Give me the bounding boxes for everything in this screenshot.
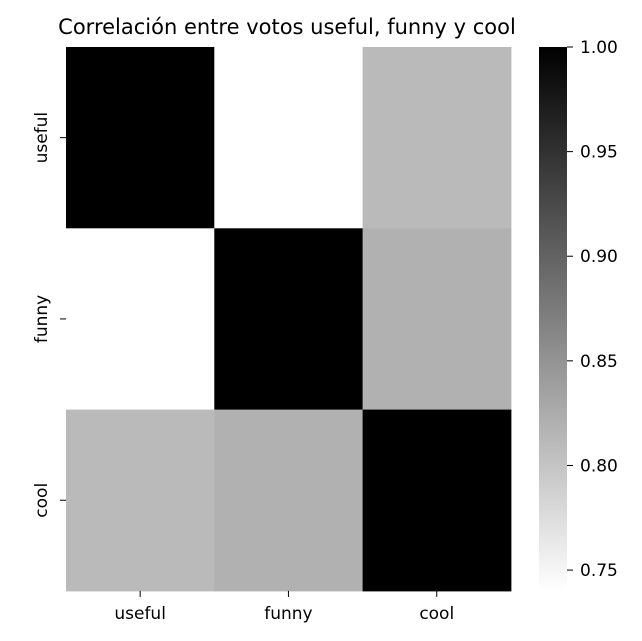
colorbar-tick-label: 0.90 [580,247,618,267]
colorbar-tick-label: 0.95 [580,143,618,163]
colorbar-tick-label: 0.85 [580,352,618,372]
colorbar-axis: 0.75 0.80 0.85 0.90 0.95 1.00 [567,38,618,581]
heatmap-cell [214,47,364,229]
colorbar-tick-label: 1.00 [580,38,618,58]
heatmap-cell [214,409,364,592]
heatmap-cells [66,47,512,592]
heatmap-cell [362,409,512,592]
x-tick-label: cool [419,604,454,624]
colorbar-tick-label: 0.80 [580,456,618,476]
x-tick-label: useful [114,604,166,624]
y-tick-label: funny [32,295,52,343]
colorbar [539,47,567,591]
heatmap-cell [362,228,512,411]
heatmap-cell [66,409,215,592]
heatmap-cell [66,47,215,229]
heatmap-cell [66,228,215,411]
y-axis: useful funny cool [32,112,66,518]
heatmap-cell [214,228,364,411]
x-axis: useful funny cool [114,590,454,624]
x-tick-label: funny [264,604,312,624]
colorbar-tick-label: 0.75 [580,561,618,581]
y-tick-label: cool [32,483,52,518]
chart-title: Correlación entre votos useful, funny y … [58,15,516,39]
heatmap-cell [362,47,512,229]
y-tick-label: useful [32,112,52,164]
